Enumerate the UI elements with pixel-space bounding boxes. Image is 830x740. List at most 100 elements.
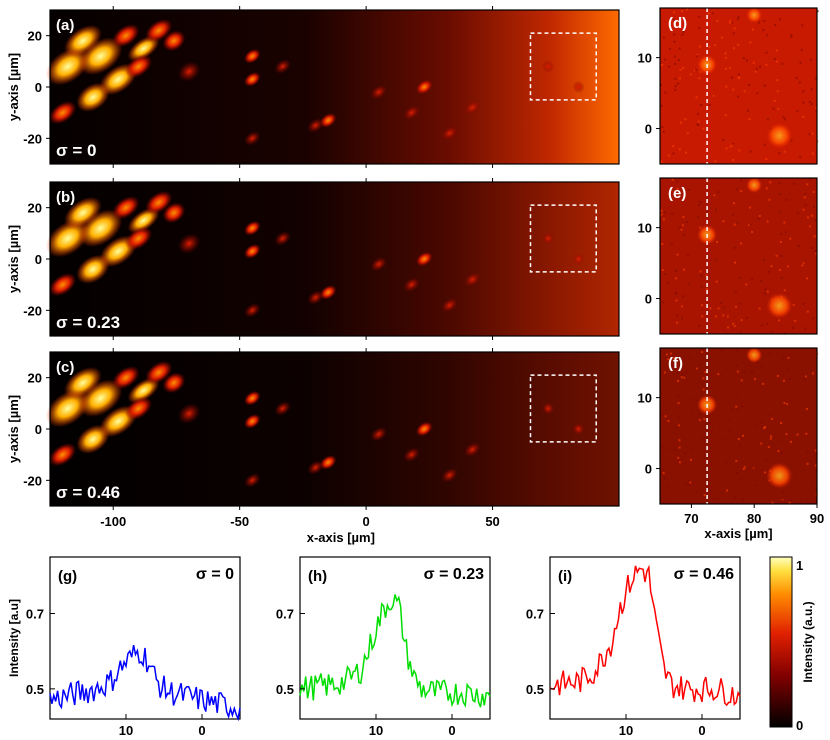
noise-pixel [729,429,732,432]
noise-pixel [698,15,701,18]
noise-pixel [766,290,769,293]
noise-pixel [698,45,701,48]
noise-pixel [758,307,761,310]
noise-pixel [806,462,809,465]
noise-pixel [814,449,817,452]
noise-pixel [738,276,741,279]
colorbar: 1 0 Intensity (a.u.) [769,556,815,733]
noise-pixel [804,327,807,330]
plot-frame [299,556,491,720]
cell-spot [162,30,186,52]
noise-pixel [780,422,783,425]
profile-line [49,644,241,722]
noise-pixel [811,317,814,320]
noise-pixel [704,371,707,374]
cell-spot [162,372,186,394]
x-tick-label: 70 [684,511,698,526]
noise-pixel [709,307,712,310]
noise-pixel [717,307,720,310]
noise-pixel [778,192,781,195]
noise-pixel [770,435,773,438]
y-tick-label: 0.5 [276,682,294,697]
noise-pixel [663,58,666,61]
noise-pixel [731,144,734,147]
noise-pixel [662,301,665,304]
noise-pixel [778,152,781,155]
x-tick-label: 10 [119,723,133,738]
noise-pixel [734,291,737,294]
noise-pixel [805,432,808,435]
noise-pixel [672,145,675,148]
noise-pixel [703,417,706,420]
noise-pixel [790,35,793,38]
noise-pixel [754,70,757,73]
zoom-region-box [529,374,597,443]
noise-pixel [660,83,663,86]
image-background [50,10,619,164]
cell-spot [124,226,153,251]
noise-pixel [796,110,799,113]
noise-pixel [792,304,795,307]
noise-pixel [680,376,683,379]
noise-pixel [751,371,754,374]
cell-spot [244,414,261,429]
cell-spot [307,290,324,305]
noise-pixel [674,77,677,80]
noise-pixel [725,367,728,370]
noise-pixel [678,77,681,80]
cell-spot [45,47,90,86]
noise-pixel [788,378,791,381]
noise-pixel [705,287,708,290]
zoom-panel-3: (f) 10 0 70 80 90 x-axis [µm] [638,347,824,541]
panel-label: (a) [56,17,74,34]
noise-pixel [663,401,666,404]
noise-pixel [701,315,704,318]
noise-pixel [699,201,702,204]
noise-pixel [808,100,811,103]
noise-pixel [735,460,738,463]
cell-spot [370,426,388,442]
noise-pixel [810,88,813,91]
noise-pixel [796,433,799,436]
noise-pixel [788,501,791,504]
cell-spot [112,366,140,390]
cell-spot [162,202,186,224]
cell-spot [244,131,261,146]
noise-pixel [804,375,807,378]
noise-pixel [678,439,681,442]
noise-pixel [674,85,677,88]
noise-pixel [758,65,761,68]
noise-pixel [735,472,738,475]
profile-line [549,564,741,707]
noise-pixel [673,18,676,21]
cell-spot [319,285,337,300]
noise-pixel [806,499,809,502]
noise-pixel [750,278,753,281]
panel-label: (g) [58,568,77,585]
x-tick-label: 0 [198,723,205,738]
noise-pixel [811,132,814,135]
noise-pixel [717,191,720,194]
cell-spot [127,377,160,404]
noise-pixel [810,103,813,106]
noise-pixel [763,84,766,87]
noise-pixel [717,373,720,376]
noise-pixel [695,96,698,99]
noise-pixel [738,77,741,80]
noise-pixel [708,358,711,361]
noise-pixel [728,418,731,421]
noise-pixel [682,215,685,218]
noise-pixel [732,143,735,146]
noise-pixel [765,187,768,190]
noise-pixel [660,209,663,212]
noise-pixel [664,273,667,276]
noise-pixel [695,367,698,370]
noise-pixel [721,36,724,39]
noise-pixel [683,268,686,271]
y-tick-label: 0 [35,252,42,267]
noise-pixel [742,57,745,60]
noise-pixel [769,352,772,355]
noise-pixel [677,394,680,397]
cell-spot [441,467,458,483]
cell-spot [49,273,77,297]
